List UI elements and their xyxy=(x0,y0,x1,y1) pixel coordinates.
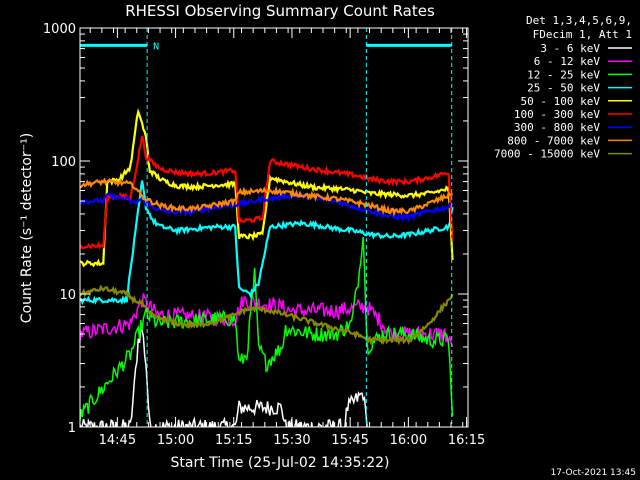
plot-area: N xyxy=(79,27,469,428)
night-flag-label: N xyxy=(153,41,159,52)
legend-header: Det 1,3,4,5,6,9,FDecim 1, Att 1 xyxy=(526,14,632,41)
legend-header-line: Det 1,3,4,5,6,9, xyxy=(526,14,632,27)
x-tick-label: 15:45 xyxy=(331,433,368,448)
legend-label: 3 - 6 keV xyxy=(540,42,600,55)
x-tick-label: 15:00 xyxy=(157,433,194,448)
legend-label: 50 - 100 keV xyxy=(521,95,601,108)
vline-layer xyxy=(146,28,453,427)
y-tick-label: 10 xyxy=(59,288,76,303)
y-tick-label: 1 xyxy=(68,421,76,436)
series-line-8 xyxy=(80,177,454,217)
footer-date: 17-Oct-2021 13:45 xyxy=(551,468,636,478)
legend-label: 300 - 800 keV xyxy=(514,121,600,134)
series-line-2 xyxy=(80,293,454,348)
x-axis: 14:45 15:00 15:15 15:30 15:45 16:00 16:15 xyxy=(89,28,485,448)
series-line-3 xyxy=(80,236,454,422)
series-line-1 xyxy=(80,328,368,427)
legend-header-line: FDecim 1, Att 1 xyxy=(533,28,632,41)
legend-label: 7000 - 15000 keV xyxy=(494,148,600,161)
legend-label: 12 - 25 keV xyxy=(527,68,600,81)
x-tick-label: 14:45 xyxy=(99,433,136,448)
night-flag-layer: N xyxy=(80,41,452,52)
x-axis-label: Start Time (25-Jul-02 14:35:22) xyxy=(170,455,389,471)
y-axis-label: Count Rate (s⁻¹ detector⁻¹) xyxy=(19,133,35,323)
series-line-9 xyxy=(80,284,454,346)
x-tick-label: 15:30 xyxy=(273,433,310,448)
legend-label: 6 - 12 keV xyxy=(534,55,601,68)
y-axis: 1 10 100 1000 xyxy=(43,22,468,436)
plot-frame xyxy=(79,27,469,428)
legend-label: 800 - 7000 keV xyxy=(507,134,600,147)
x-tick-label: 15:15 xyxy=(215,433,252,448)
legend-label: 100 - 300 keV xyxy=(514,108,600,121)
x-tick-label: 16:15 xyxy=(448,433,485,448)
y-tick-label: 100 xyxy=(51,155,76,170)
y-tick-label: 1000 xyxy=(43,22,76,37)
series-line-4 xyxy=(80,180,454,306)
series-layer xyxy=(80,108,454,427)
chart-title: RHESSI Observing Summary Count Rates xyxy=(125,2,435,20)
legend-label: 25 - 50 keV xyxy=(527,82,600,95)
series-line-5 xyxy=(80,108,454,268)
x-tick-label: 16:00 xyxy=(390,433,427,448)
series-line-6 xyxy=(80,135,454,250)
